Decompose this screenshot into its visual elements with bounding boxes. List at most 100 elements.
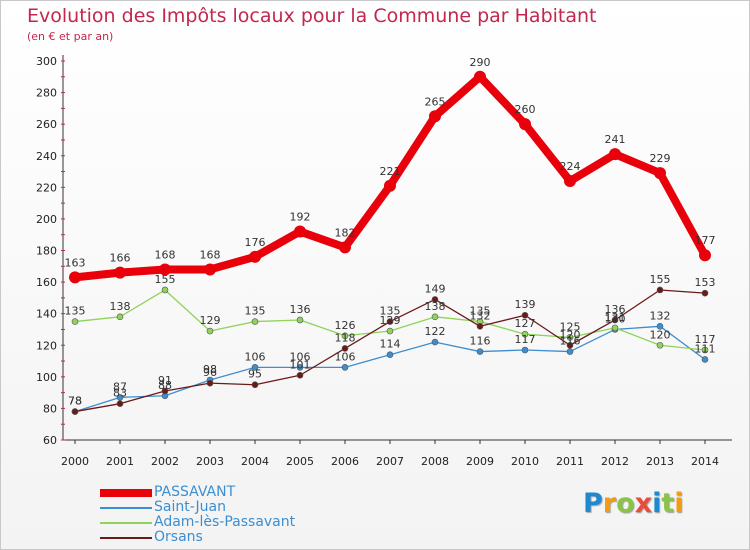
chart-title: Evolution des Impôts locaux pour la Comm…	[27, 5, 597, 27]
data-label-Saint-Juan: 106	[290, 350, 311, 363]
data-point-Orsans	[251, 381, 259, 389]
logo-letter: t	[661, 488, 675, 519]
logo-letter: i	[674, 488, 684, 519]
data-label-Adam-lès-Passavant: 131	[605, 311, 626, 324]
data-label-Adam-lès-Passavant: 135	[470, 305, 491, 318]
logo-letter: o	[616, 488, 635, 519]
y-tick-label: 220	[36, 181, 57, 194]
x-tick-label: 2011	[556, 455, 584, 468]
data-label-PASSAVANT: 224	[560, 160, 581, 173]
logo-letter: P	[583, 488, 603, 519]
data-point-PASSAVANT	[204, 263, 216, 276]
data-point-PASSAVANT	[474, 70, 486, 83]
x-tick-label: 2004	[241, 455, 269, 468]
data-label-Orsans: 153	[695, 276, 716, 289]
data-point-Saint-Juan	[476, 348, 484, 355]
y-tick-label: 140	[36, 308, 57, 321]
data-label-Orsans: 132	[470, 309, 491, 322]
logo-letter: i	[652, 488, 662, 519]
data-label-Saint-Juan: 116	[560, 335, 581, 348]
data-point-Orsans	[296, 371, 304, 379]
data-point-Orsans	[71, 408, 79, 415]
data-point-PASSAVANT	[564, 175, 576, 188]
data-label-PASSAVANT: 168	[155, 248, 176, 261]
legend-label: Adam-lès-Passavant	[154, 514, 296, 530]
data-label-Orsans: 149	[425, 282, 446, 295]
data-label-PASSAVANT: 163	[65, 256, 86, 269]
data-label-PASSAVANT: 192	[290, 211, 311, 224]
data-label-PASSAVANT: 229	[650, 152, 671, 165]
data-point-Adam-lès-Passavant	[161, 286, 169, 294]
x-tick-label: 2012	[601, 455, 629, 468]
data-label-Saint-Juan: 130	[605, 312, 626, 325]
data-label-PASSAVANT: 176	[245, 236, 266, 249]
data-label-Saint-Juan: 88	[158, 379, 172, 392]
data-label-Saint-Juan: 117	[515, 333, 536, 346]
x-tick-label: 2014	[691, 455, 719, 468]
data-point-Adam-lès-Passavant	[521, 330, 529, 338]
data-label-Orsans: 96	[203, 366, 217, 379]
data-point-Orsans	[476, 322, 484, 330]
data-point-PASSAVANT	[339, 241, 351, 254]
data-label-Saint-Juan: 111	[695, 342, 716, 355]
x-tick-label: 2006	[331, 455, 359, 468]
data-point-Saint-Juan	[656, 322, 664, 330]
data-point-Saint-Juan	[701, 356, 709, 363]
data-label-Saint-Juan: 78	[68, 395, 82, 408]
data-point-Orsans	[701, 289, 709, 297]
data-label-Adam-lès-Passavant: 138	[425, 300, 446, 313]
y-tick-label: 160	[36, 276, 57, 289]
chart-subtitle: (en € et par an)	[27, 30, 114, 43]
data-point-Saint-Juan	[116, 394, 124, 401]
data-label-Adam-lès-Passavant: 127	[515, 317, 536, 330]
x-tick-label: 2008	[421, 455, 449, 468]
data-label-Orsans: 95	[248, 368, 262, 381]
data-point-Orsans	[206, 379, 214, 387]
data-label-Orsans: 120	[560, 328, 581, 341]
data-label-Adam-lès-Passavant: 126	[335, 319, 356, 332]
data-label-Adam-lès-Passavant: 120	[650, 328, 671, 341]
x-tick-label: 2013	[646, 455, 674, 468]
data-point-Adam-lès-Passavant	[701, 346, 709, 354]
x-tick-label: 2009	[466, 455, 494, 468]
data-point-Orsans	[431, 296, 439, 303]
data-label-Orsans: 91	[158, 374, 172, 387]
data-point-Orsans	[611, 316, 619, 324]
data-point-Adam-lès-Passavant	[71, 318, 79, 325]
data-label-Saint-Juan: 114	[380, 338, 401, 351]
data-point-Saint-Juan	[521, 346, 529, 354]
data-label-Orsans: 136	[605, 303, 626, 316]
data-label-PASSAVANT: 177	[695, 234, 716, 247]
data-point-Saint-Juan	[566, 348, 574, 355]
data-point-Adam-lès-Passavant	[251, 318, 259, 325]
data-point-Saint-Juan	[431, 338, 439, 346]
data-label-PASSAVANT: 168	[200, 248, 221, 261]
legend-swatch	[100, 507, 152, 509]
data-point-Adam-lès-Passavant	[656, 341, 664, 349]
data-label-Orsans: 155	[650, 273, 671, 286]
legend-swatch	[100, 522, 152, 524]
data-label-Orsans: 139	[515, 298, 536, 311]
data-label-Adam-lès-Passavant: 136	[290, 303, 311, 316]
data-label-Adam-lès-Passavant: 117	[695, 333, 716, 346]
data-point-PASSAVANT	[384, 179, 396, 192]
data-point-PASSAVANT	[114, 266, 126, 279]
data-point-Orsans	[341, 345, 349, 352]
data-point-Saint-Juan	[341, 364, 349, 371]
data-label-Orsans: 101	[290, 358, 311, 371]
y-tick-label: 180	[36, 245, 57, 258]
y-tick-label: 80	[43, 402, 57, 415]
data-label-PASSAVANT: 290	[470, 56, 491, 69]
data-point-Orsans	[116, 400, 124, 407]
legend-label: Orsans	[154, 529, 203, 545]
data-point-PASSAVANT	[294, 225, 306, 238]
data-label-Saint-Juan: 87	[113, 380, 127, 393]
legend-swatch	[100, 537, 152, 539]
x-tick-label: 2000	[61, 455, 89, 468]
legend-label: Saint-Juan	[154, 499, 227, 515]
logo-letter: r	[602, 488, 617, 519]
data-point-PASSAVANT	[429, 110, 441, 123]
data-point-PASSAVANT	[699, 249, 711, 262]
data-label-Saint-Juan: 106	[245, 350, 266, 363]
